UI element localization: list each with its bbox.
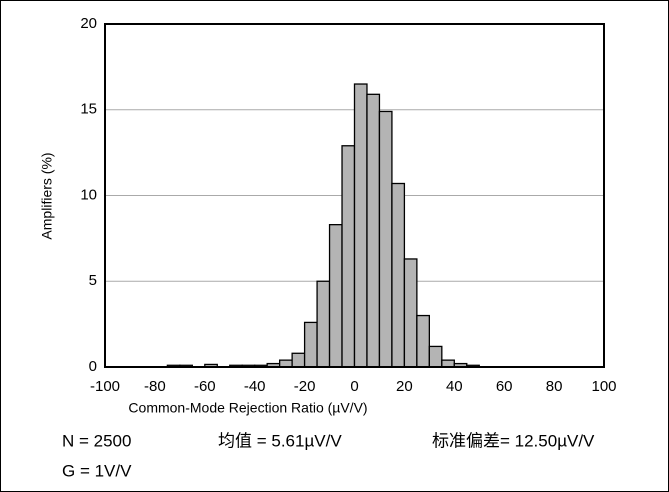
x-tick-label: -80 bbox=[144, 378, 166, 395]
bar bbox=[353, 83, 368, 368]
y-tick-label: 15 bbox=[80, 101, 97, 118]
y-tick-label: 0 bbox=[89, 358, 97, 375]
bar bbox=[441, 359, 455, 368]
bar bbox=[328, 224, 343, 368]
plot-frame bbox=[104, 23, 605, 368]
bar bbox=[378, 110, 393, 368]
x-tick-label: 60 bbox=[496, 378, 513, 395]
bar bbox=[278, 359, 293, 368]
x-tick-label: 0 bbox=[350, 378, 358, 395]
x-axis-label: Common-Mode Rejection Ratio (µV/V) bbox=[128, 400, 367, 416]
x-tick-label: -100 bbox=[90, 378, 120, 395]
bar bbox=[428, 345, 443, 368]
bar bbox=[366, 93, 381, 368]
bar bbox=[303, 321, 318, 368]
bar bbox=[391, 182, 406, 368]
x-tick-label: 100 bbox=[591, 378, 616, 395]
y-axis-label: Amplifiers (%) bbox=[39, 152, 55, 239]
bar bbox=[291, 352, 306, 368]
bar bbox=[316, 280, 331, 368]
annotation: G = 1V/V bbox=[62, 461, 132, 480]
x-tick-label: 80 bbox=[546, 378, 563, 395]
x-tick-label: 40 bbox=[446, 378, 463, 395]
y-tick-label: 10 bbox=[80, 186, 97, 203]
x-tick-label: 20 bbox=[396, 378, 413, 395]
y-tick-label: 5 bbox=[89, 272, 97, 289]
bar bbox=[341, 145, 356, 368]
x-tick-label: -20 bbox=[294, 378, 316, 395]
y-tick-label: 20 bbox=[80, 15, 97, 32]
x-tick-label: -40 bbox=[244, 378, 266, 395]
annotation: 均值 = 5.61µV/V bbox=[218, 431, 342, 450]
annotation: N = 2500 bbox=[62, 431, 131, 450]
bar bbox=[416, 314, 431, 368]
x-tick-label: -60 bbox=[194, 378, 216, 395]
annotation: 标准偏差= 12.50µV/V bbox=[432, 431, 595, 450]
bar bbox=[403, 258, 418, 368]
